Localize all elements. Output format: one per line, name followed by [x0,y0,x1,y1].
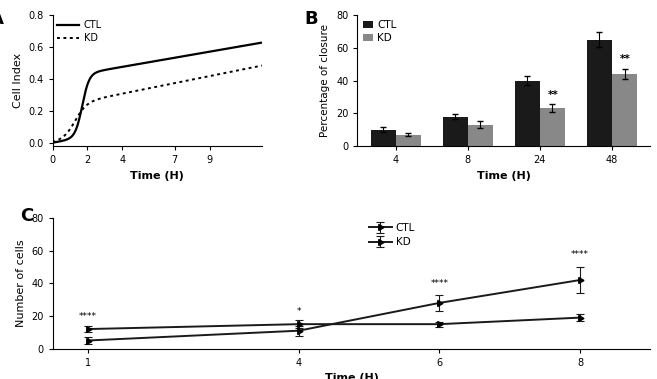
X-axis label: Time (H): Time (H) [325,373,378,379]
Text: ****: **** [79,312,97,321]
Text: B: B [305,10,318,28]
Text: ****: **** [430,279,449,288]
Text: C: C [20,207,33,226]
Legend: CTL, KD: CTL, KD [363,20,397,44]
Text: *: * [296,307,301,316]
Y-axis label: Percentage of closure: Percentage of closure [321,24,330,137]
X-axis label: Time (H): Time (H) [130,171,184,180]
Bar [443,116,468,146]
Bar [587,40,612,146]
Text: **: ** [547,90,558,100]
Bar [371,130,396,146]
Legend: CTL, KD: CTL, KD [57,20,102,43]
Bar [612,74,637,146]
Legend: CTL, KD: CTL, KD [369,223,415,247]
Y-axis label: Number of cells: Number of cells [16,240,26,327]
Y-axis label: Cell Index: Cell Index [12,53,22,108]
Bar [540,108,565,146]
Text: A: A [0,10,4,28]
X-axis label: Time (H): Time (H) [477,171,531,180]
Bar [468,125,493,146]
Text: **: ** [620,54,630,64]
Text: ****: **** [571,250,589,259]
Bar [396,135,421,146]
Bar [514,81,540,146]
